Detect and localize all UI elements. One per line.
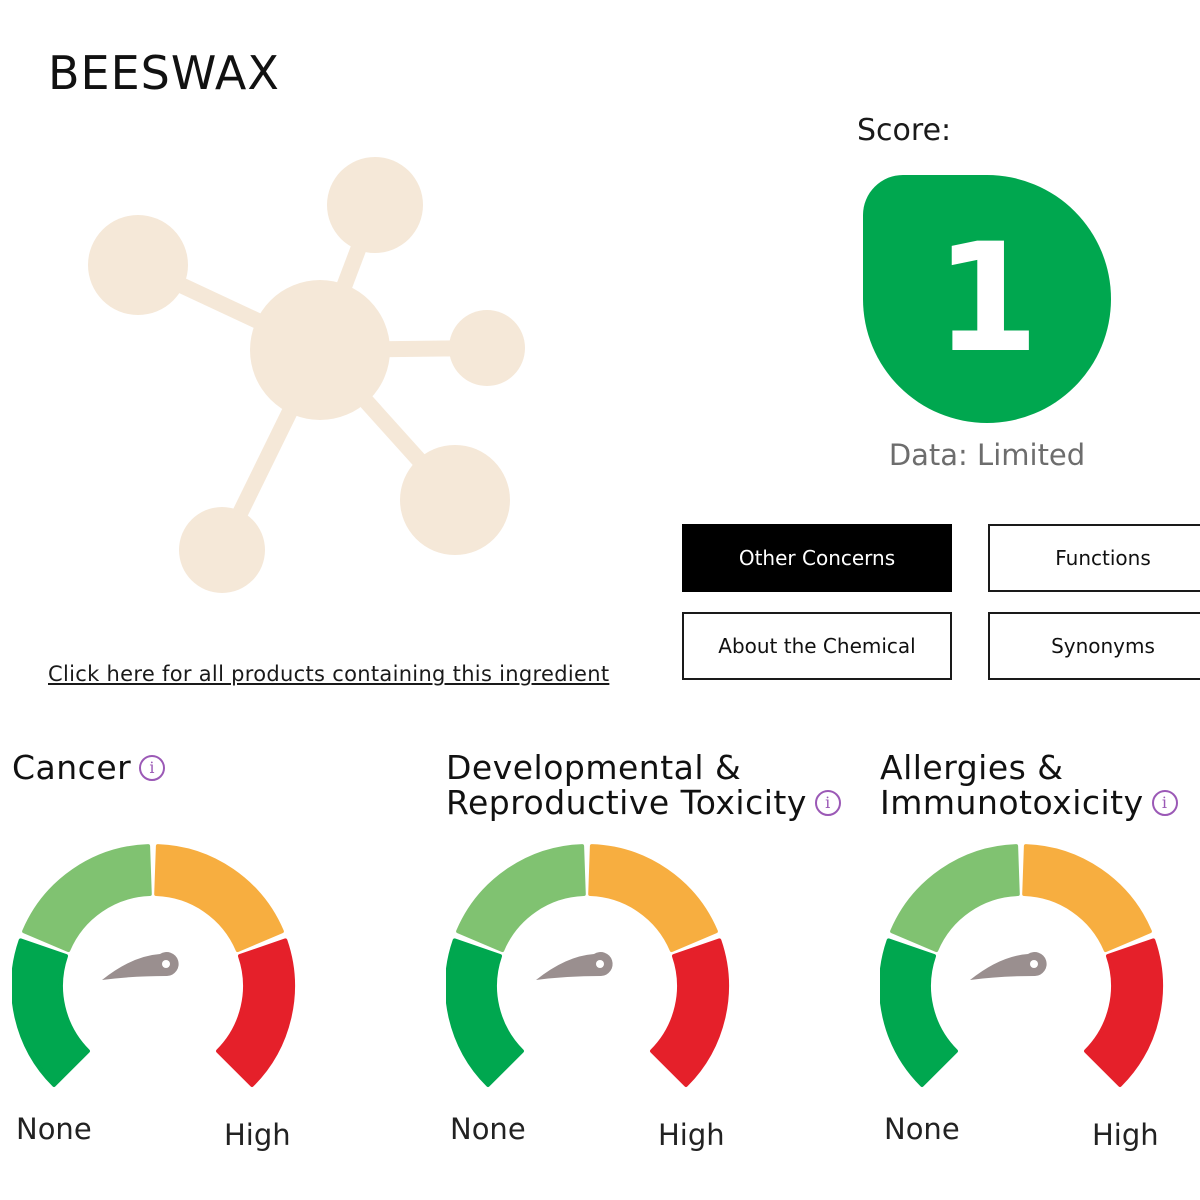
score-label: Score: xyxy=(857,113,952,148)
gauge-min-label: None xyxy=(450,1112,526,1146)
gauge-segment-low-moderate xyxy=(456,844,586,953)
concern-title: Cancer i xyxy=(12,750,432,785)
concern-title-line: Developmental & xyxy=(446,748,742,787)
tab-synonyms[interactable]: Synonyms xyxy=(988,612,1200,680)
concern-title-line: Immunotoxicity xyxy=(880,783,1144,822)
concern-title-line: Cancer xyxy=(12,748,132,787)
molecule-icon xyxy=(88,157,525,593)
concern-title: Allergies & Immunotoxicity i xyxy=(880,750,1200,820)
gauge-segment-low xyxy=(880,938,958,1087)
gauge-segment-high xyxy=(216,938,295,1087)
tab-other-concerns[interactable]: Other Concerns xyxy=(682,524,952,592)
gauge-min-label: None xyxy=(16,1112,92,1146)
gauge-segment-low-moderate xyxy=(890,844,1020,953)
gauge-segment-low xyxy=(446,938,524,1087)
gauge-max-label: High xyxy=(658,1118,725,1152)
gauge-segment-low xyxy=(12,938,90,1087)
gauge-segment-moderate xyxy=(588,844,718,953)
gauge-max-label: High xyxy=(1092,1118,1159,1152)
gauge-needle xyxy=(536,952,613,980)
gauge-max-label: High xyxy=(224,1118,291,1152)
concern-title-line: Reproductive Toxicity xyxy=(446,783,807,822)
tab-functions[interactable]: Functions xyxy=(988,524,1200,592)
info-icon[interactable]: i xyxy=(1151,790,1178,816)
tab-about-the-chemical[interactable]: About the Chemical xyxy=(682,612,952,680)
concern-title-line: Allergies & xyxy=(880,748,1064,787)
score-badge: 1 xyxy=(863,175,1111,423)
data-availability: Data: Limited xyxy=(888,438,1086,472)
ingredient-title: BEESWAX xyxy=(48,46,280,100)
gauge-segment-low-moderate xyxy=(22,844,152,953)
info-icon[interactable]: i xyxy=(139,755,166,781)
concern-title: Developmental & Reproductive Toxicity i xyxy=(446,750,866,820)
gauge-segment-high xyxy=(650,938,729,1087)
all-products-link[interactable]: Click here for all products containing t… xyxy=(48,662,610,686)
risk-gauge xyxy=(446,844,729,1087)
gauge-segment-moderate xyxy=(1022,844,1152,953)
gauge-segment-moderate xyxy=(154,844,284,953)
concern-allergies-immunotoxicity: Allergies & Immunotoxicity i None High xyxy=(880,750,1200,1170)
risk-gauge xyxy=(12,844,295,1087)
risk-gauge xyxy=(880,844,1163,1087)
gauge-needle xyxy=(970,952,1047,980)
gauge-min-label: None xyxy=(884,1112,960,1146)
gauge-segment-high xyxy=(1084,938,1163,1087)
concern-cancer: Cancer i None High xyxy=(12,750,432,1170)
score-value: 1 xyxy=(934,212,1040,386)
info-icon[interactable]: i xyxy=(814,790,841,816)
concern-developmental-reproductive-toxicity: Developmental & Reproductive Toxicity i N… xyxy=(446,750,866,1170)
gauge-needle xyxy=(102,952,179,980)
